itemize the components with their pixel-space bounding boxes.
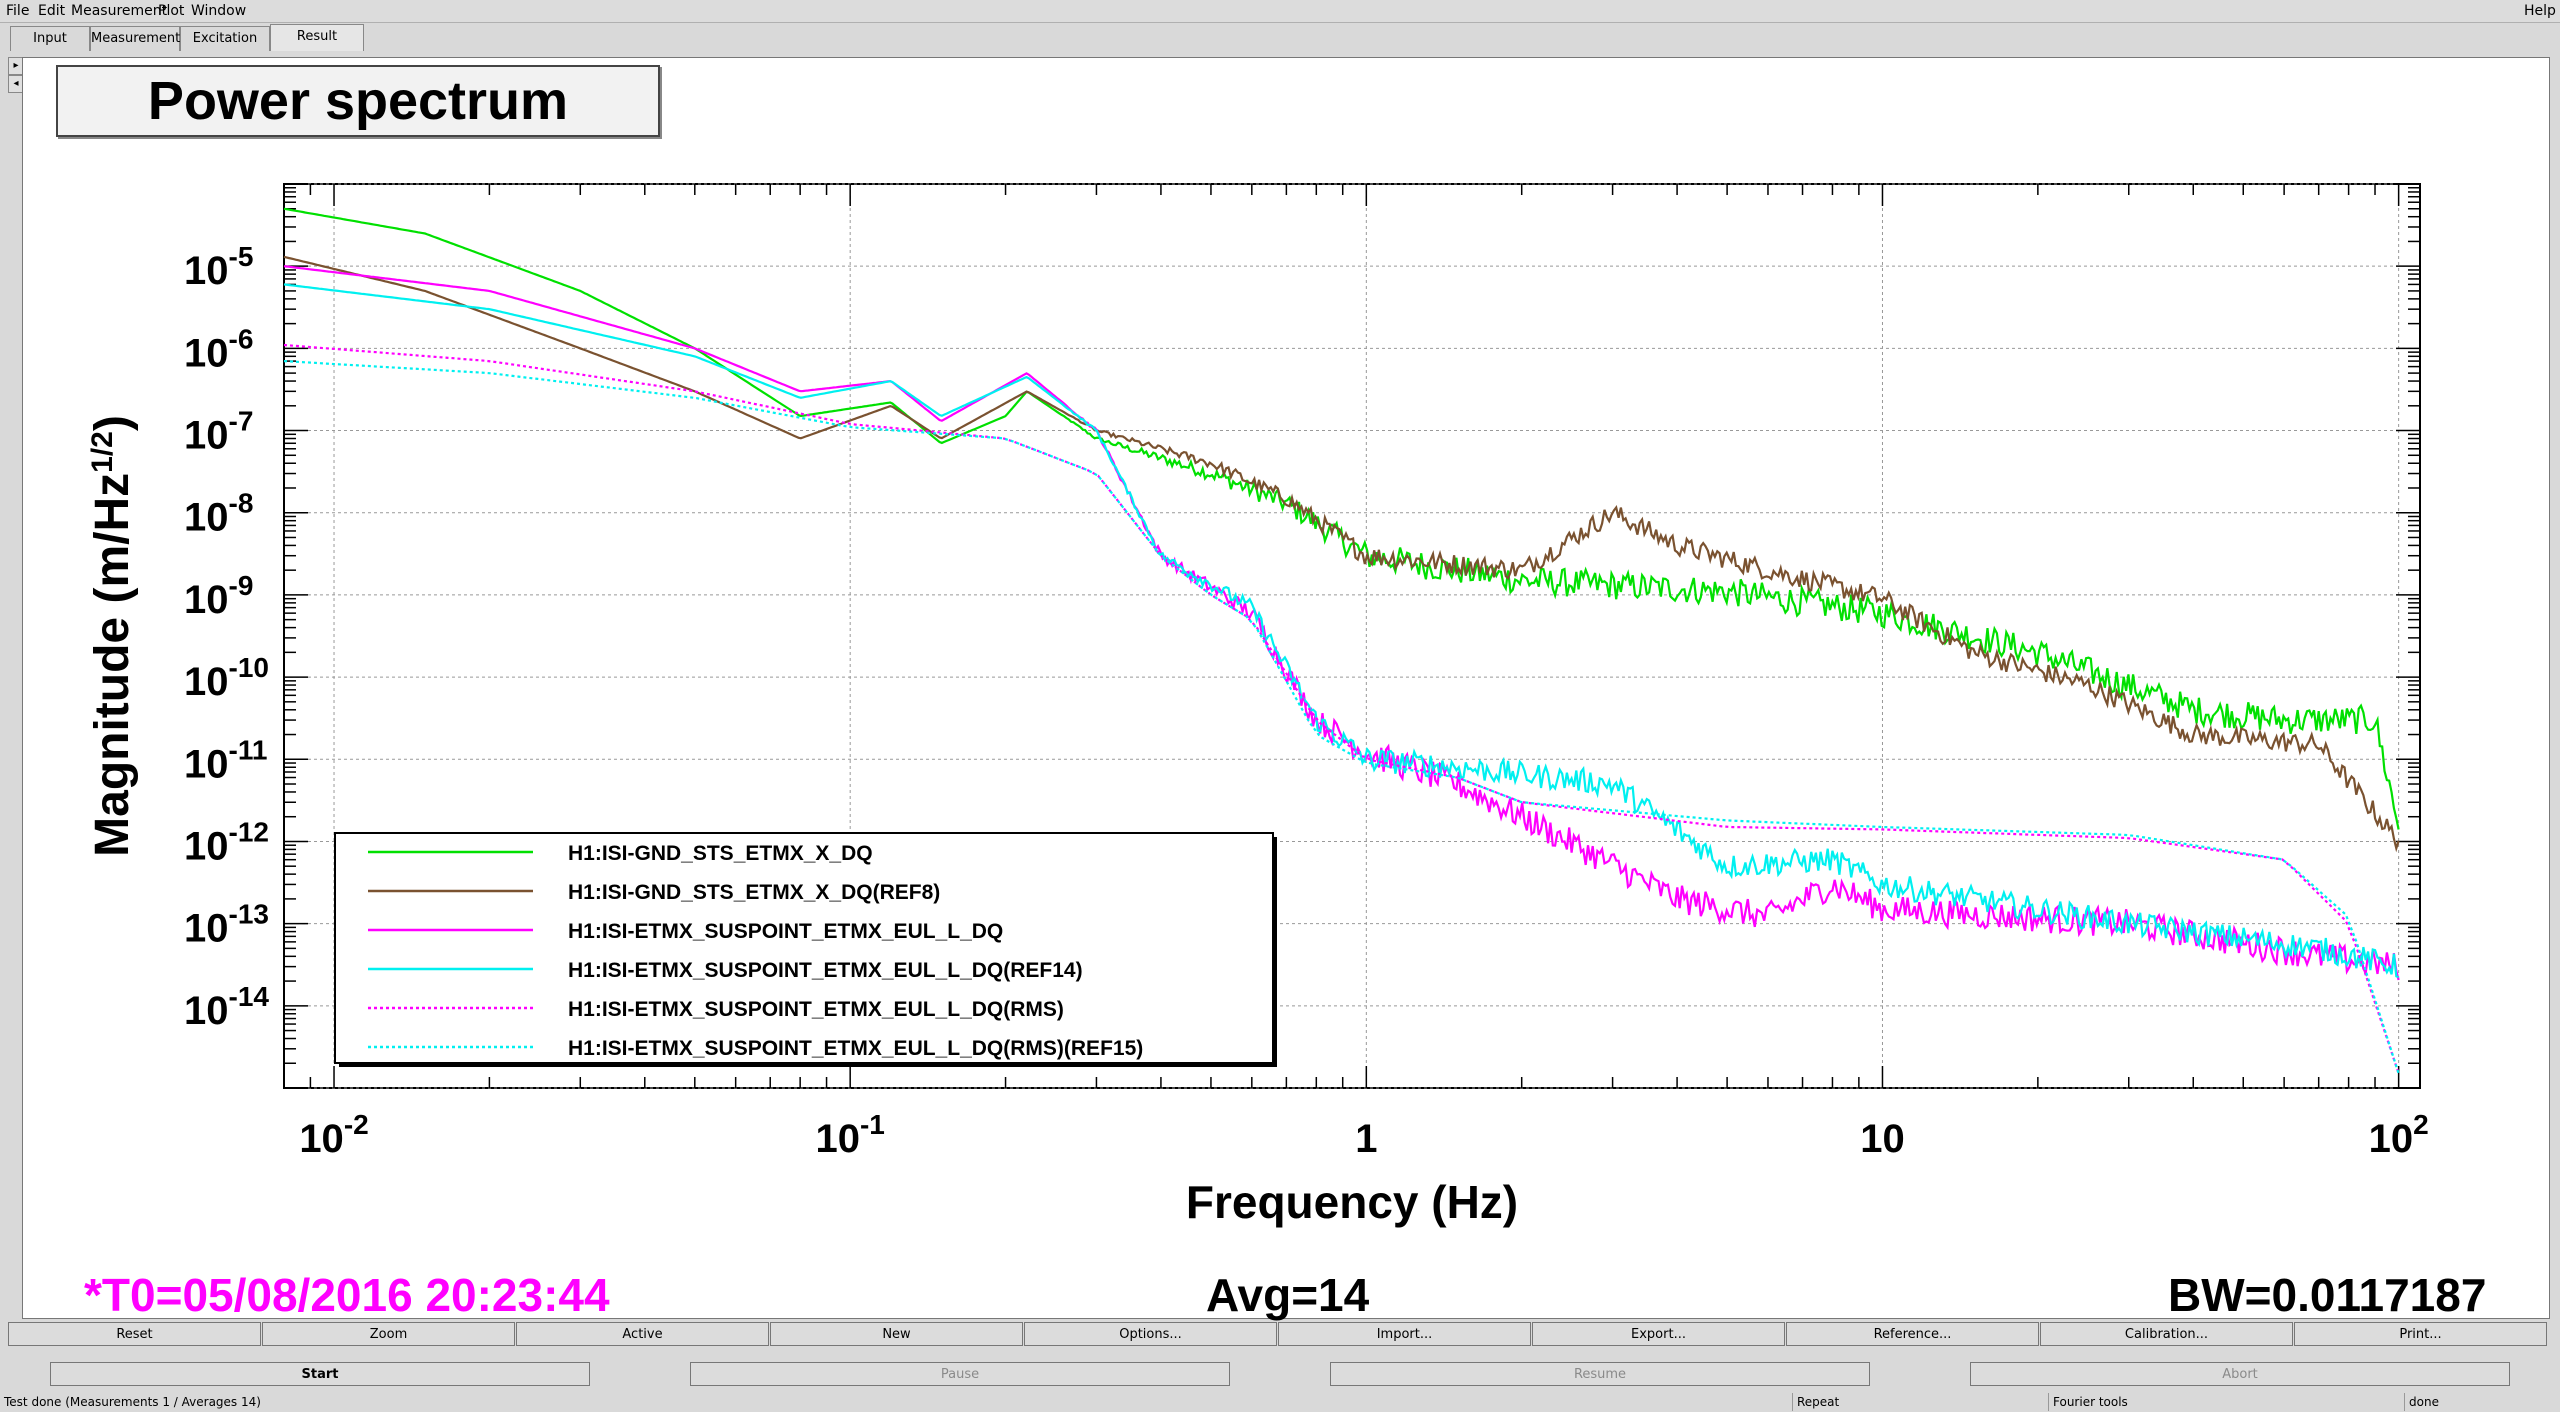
x-tick-label-base: 10 xyxy=(815,1117,860,1161)
series-line-1 xyxy=(283,255,2400,853)
x-tick-label-base: 1 xyxy=(1355,1117,1377,1161)
t0-timestamp: *T0=05/08/2016 20:23:44 xyxy=(84,1269,610,1321)
tab-bar: Input Measurement Excitation Result xyxy=(0,24,2560,54)
zoom-button[interactable]: Zoom xyxy=(262,1322,515,1346)
export-button[interactable]: Export... xyxy=(1532,1322,1785,1346)
start-button[interactable]: Start xyxy=(50,1362,590,1386)
y-tick-label: 10-7 xyxy=(184,406,253,458)
x-tick-label-exp: 2 xyxy=(2413,1109,2429,1140)
legend: H1:ISI-GND_STS_ETMX_X_DQ H1:ISI-GND_STS_E… xyxy=(334,832,1277,1067)
status-tools: Fourier tools xyxy=(2048,1393,2401,1411)
new-button[interactable]: New xyxy=(770,1322,1023,1346)
legend-entry: H1:ISI-ETMX_SUSPOINT_ETMX_EUL_L_DQ(RMS)(… xyxy=(568,1037,1143,1060)
abort-button[interactable]: Abort xyxy=(1970,1362,2510,1386)
control-bar: Start Pause Resume Abort xyxy=(0,1362,2560,1388)
tab-measurement[interactable]: Measurement xyxy=(90,26,180,51)
series-line-0 xyxy=(283,207,2400,830)
reference-button[interactable]: Reference... xyxy=(1786,1322,2039,1346)
x-tick-label-base: 10 xyxy=(1860,1117,1905,1161)
x-axis-label: Frequency (Hz) xyxy=(1186,1176,1518,1228)
plot-toolbar: Reset Zoom Active New Options... Import.… xyxy=(0,1322,2560,1348)
y-tick-label-base: 10 xyxy=(184,414,229,458)
x-tick-label-base: 10 xyxy=(299,1117,344,1161)
y-tick-label-exp: -14 xyxy=(229,981,270,1012)
y-tick-label-base: 10 xyxy=(184,824,229,868)
legend-entry: H1:ISI-GND_STS_ETMX_X_DQ(REF8) xyxy=(568,881,940,904)
calibration-button[interactable]: Calibration... xyxy=(2040,1322,2293,1346)
panel-title: Power spectrum xyxy=(147,71,569,131)
y-tick-label-exp: -7 xyxy=(229,406,254,437)
y-tick-label-base: 10 xyxy=(184,496,229,540)
menu-measurement[interactable]: Measurement xyxy=(71,3,168,19)
y-tick-label-base: 10 xyxy=(184,989,229,1033)
series-line-3 xyxy=(283,283,2400,979)
legend-entry: H1:ISI-ETMX_SUSPOINT_ETMX_EUL_L_DQ xyxy=(568,920,1003,943)
import-button[interactable]: Import... xyxy=(1278,1322,1531,1346)
legend-box xyxy=(334,832,1274,1064)
active-button[interactable]: Active xyxy=(516,1322,769,1346)
y-tick-label-exp: -8 xyxy=(229,488,254,519)
y-tick-label-base: 10 xyxy=(184,331,229,375)
x-tick-label: 10-2 xyxy=(299,1109,368,1161)
tab-result[interactable]: Result xyxy=(270,24,364,51)
menu-window[interactable]: Window xyxy=(191,3,247,19)
y-tick-label: 10-8 xyxy=(184,488,253,540)
x-tick-label: 1 xyxy=(1355,1117,1377,1161)
x-tick-label-base: 10 xyxy=(2369,1117,2414,1161)
y-tick-label: 10-14 xyxy=(184,981,269,1033)
legend-entry: H1:ISI-ETMX_SUSPOINT_ETMX_EUL_L_DQ(REF14… xyxy=(568,959,1083,982)
y-tick-label-base: 10 xyxy=(184,742,229,786)
menu-plot[interactable]: Plot xyxy=(158,3,185,19)
tab-input[interactable]: Input xyxy=(10,26,90,51)
series-line-4 xyxy=(283,343,2400,1074)
options-button[interactable]: Options... xyxy=(1024,1322,1277,1346)
y-tick-label-exp: -5 xyxy=(229,241,254,272)
y-tick-label: 10-10 xyxy=(184,652,269,704)
x-tick-label: 102 xyxy=(2369,1109,2429,1161)
y-tick-label-exp: -6 xyxy=(229,323,254,354)
menu-file[interactable]: File xyxy=(6,3,30,19)
y-tick-label-base: 10 xyxy=(184,907,229,951)
print-button[interactable]: Print... xyxy=(2294,1322,2547,1346)
x-tick-label: 10-1 xyxy=(815,1109,884,1161)
bandwidth-value: BW=0.0117187 xyxy=(2168,1269,2487,1321)
y-tick-label-base: 10 xyxy=(184,249,229,293)
averages-count: Avg=14 xyxy=(1206,1269,1370,1321)
x-tick-label-exp: -2 xyxy=(344,1109,369,1140)
menu-edit[interactable]: Edit xyxy=(38,3,66,19)
y-tick-label-exp: -9 xyxy=(229,570,254,601)
status-state: done xyxy=(2404,1393,2559,1411)
reset-button[interactable]: Reset xyxy=(8,1322,261,1346)
y-tick-label: 10-13 xyxy=(184,899,269,951)
menu-bar: File Edit Measurement Plot Window Help xyxy=(0,0,2560,23)
y-tick-label-exp: -11 xyxy=(229,734,268,765)
y-tick-label-exp: -12 xyxy=(229,816,269,847)
panel-title-box: Power spectrum xyxy=(56,65,660,137)
y-tick-label-exp: -13 xyxy=(229,899,269,930)
y-axis-label-exp: 1/2 xyxy=(86,431,119,473)
y-tick-label-base: 10 xyxy=(184,660,229,704)
y-axis-label-close: ) xyxy=(86,415,139,431)
y-tick-label: 10-12 xyxy=(184,816,269,868)
y-axis-label-main: Magnitude (m/Hz xyxy=(86,473,139,857)
menu-help[interactable]: Help xyxy=(2524,3,2556,19)
y-tick-label: 10-9 xyxy=(184,570,253,622)
status-repeat: Repeat xyxy=(1792,1393,2047,1411)
y-tick-label-base: 10 xyxy=(184,578,229,622)
x-tick-label-exp: -1 xyxy=(860,1109,885,1140)
y-tick-label: 10-6 xyxy=(184,323,253,375)
x-tick-label: 10 xyxy=(1860,1117,1905,1161)
status-message: Test done (Measurements 1 / Averages 14) xyxy=(4,1395,261,1409)
tab-excitation[interactable]: Excitation xyxy=(180,26,270,51)
y-tick-label: 10-5 xyxy=(184,241,253,293)
y-axis-label: Magnitude (m/Hz1/2) xyxy=(86,415,140,857)
y-tick-label-exp: -10 xyxy=(229,652,269,683)
legend-entry: H1:ISI-GND_STS_ETMX_X_DQ xyxy=(568,842,873,865)
legend-entry: H1:ISI-ETMX_SUSPOINT_ETMX_EUL_L_DQ(RMS) xyxy=(568,998,1064,1021)
pause-button[interactable]: Pause xyxy=(690,1362,1230,1386)
resume-button[interactable]: Resume xyxy=(1330,1362,1870,1386)
series-line-2 xyxy=(283,265,2400,981)
y-tick-label: 10-11 xyxy=(184,734,267,786)
